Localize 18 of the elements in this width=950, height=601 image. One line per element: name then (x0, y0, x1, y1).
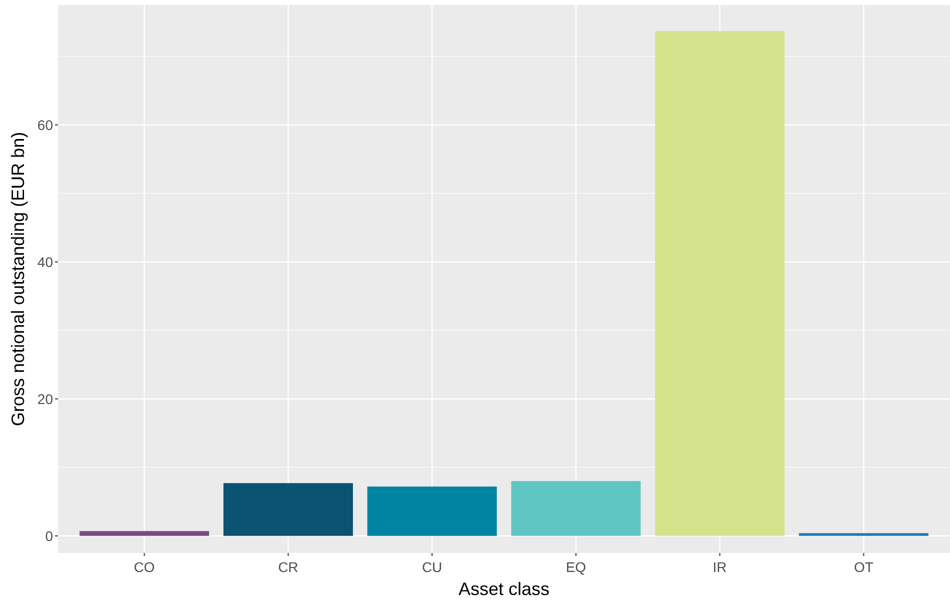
x-tick-label: EQ (566, 559, 586, 575)
y-tick-label: 40 (37, 254, 54, 270)
y-tick-label: 60 (37, 116, 54, 133)
bar (798, 533, 928, 536)
y-tick-label: 20 (37, 390, 54, 407)
y-tick-label: 0 (45, 528, 54, 544)
x-tick-label: CU (422, 559, 442, 575)
x-tick-label: OT (854, 559, 874, 575)
x-tick-label: IR (712, 559, 727, 575)
x-tick-label: CO (134, 559, 155, 575)
y-axis-title: Gross notional outstanding (EUR bn) (8, 132, 28, 426)
bar (367, 486, 497, 536)
bar (80, 531, 210, 536)
bar (511, 481, 641, 536)
x-axis-title: Asset class (458, 579, 550, 599)
x-tick-label: CR (278, 559, 298, 575)
bar (223, 483, 353, 536)
bar (655, 31, 785, 536)
